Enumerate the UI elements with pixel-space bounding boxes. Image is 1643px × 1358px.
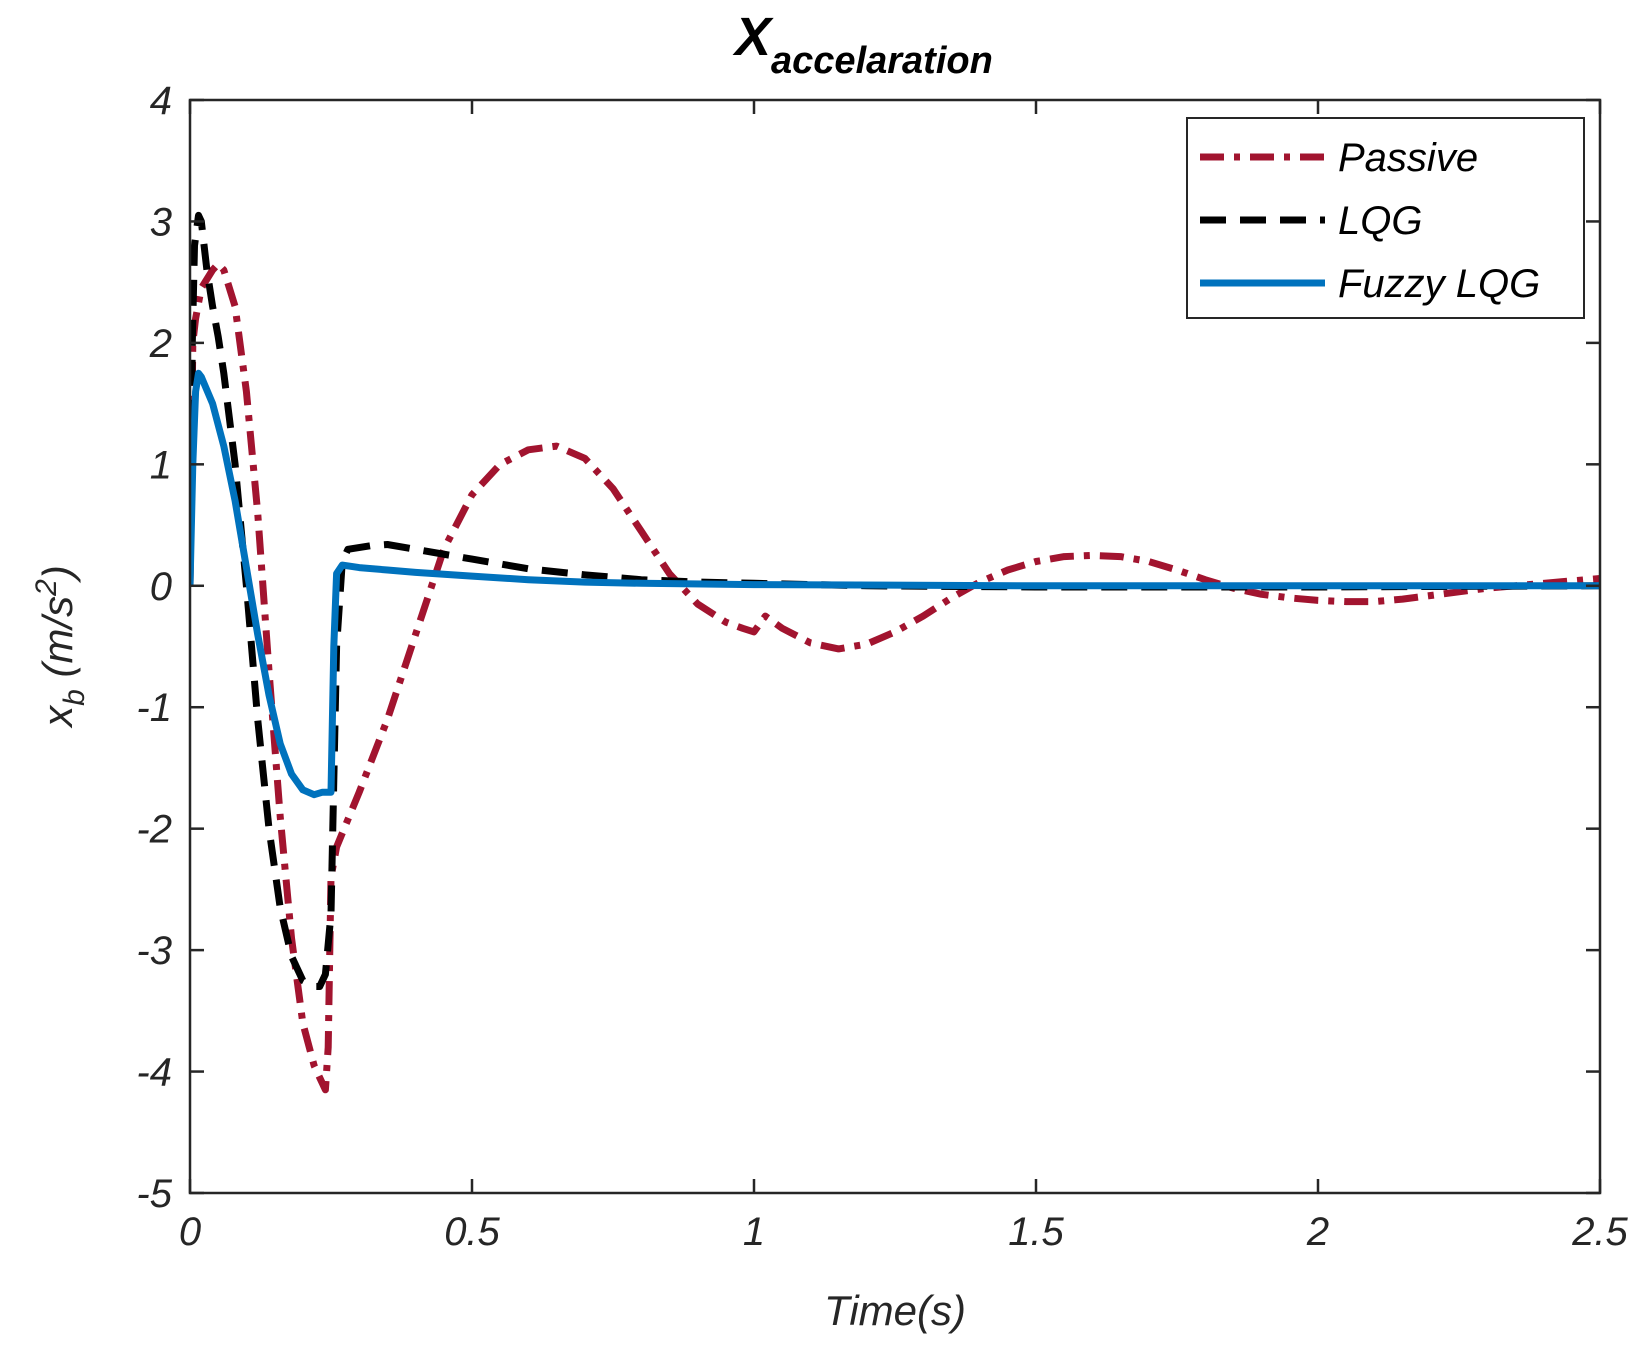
y-tick-label: 4 xyxy=(150,79,172,123)
series-line-lqg xyxy=(190,211,1600,990)
axes-layer xyxy=(188,98,1602,1195)
series-layer xyxy=(190,211,1600,1094)
legend-label-lqg: LQG xyxy=(1338,199,1422,243)
x-tick-label: 0.5 xyxy=(444,1210,500,1254)
x-tick-label: 1.5 xyxy=(1008,1210,1064,1254)
y-tick-label: -5 xyxy=(136,1172,172,1216)
y-axis-title-subscript: b xyxy=(58,689,91,706)
y-tick-label: 2 xyxy=(149,322,172,366)
legend-label-passive: Passive xyxy=(1338,136,1478,180)
tick-label-layer: 0 0.5 1 1.5 2 2.5 -5 -4 -3 -2 -1 0 1 2 3 4 xyxy=(136,79,1628,1254)
y-axis-title: xb (m/s2) xyxy=(30,565,91,729)
series-line-fuzzy-lqg xyxy=(190,369,1600,799)
x-tick-label: 1 xyxy=(743,1210,765,1254)
y-axis-title-unit-close: ) xyxy=(34,565,81,584)
y-tick-label: -3 xyxy=(136,929,172,973)
x-axis-title: Time(s) xyxy=(824,1287,966,1334)
series-line-passive xyxy=(190,260,1600,1094)
y-axis-title-unit-superscript: 2 xyxy=(30,579,63,597)
y-tick-label: -4 xyxy=(136,1051,172,1095)
y-tick-label: 0 xyxy=(150,565,172,609)
y-tick-label: -1 xyxy=(136,686,172,730)
axes-box xyxy=(188,98,1602,1195)
y-axis-title-main: x xyxy=(34,704,81,729)
chart-title-main: X xyxy=(732,7,774,67)
x-tick-label: 0 xyxy=(179,1210,201,1254)
y-tick-label: -2 xyxy=(136,808,172,852)
x-tick-label: 2.5 xyxy=(1571,1210,1628,1254)
legend: Passive LQG Fuzzy LQG xyxy=(1186,117,1585,319)
y-axis-title-unit: (m/s xyxy=(34,596,81,689)
x-tick-label: 2 xyxy=(1306,1210,1329,1254)
y-tick-label: 1 xyxy=(150,443,172,487)
y-tick-label: 3 xyxy=(150,200,172,244)
chart-title-subscript: accelaration xyxy=(771,40,993,82)
legend-label-fuzzy-lqg: Fuzzy LQG xyxy=(1338,262,1540,306)
chart-title: Xaccelaration xyxy=(732,7,993,82)
